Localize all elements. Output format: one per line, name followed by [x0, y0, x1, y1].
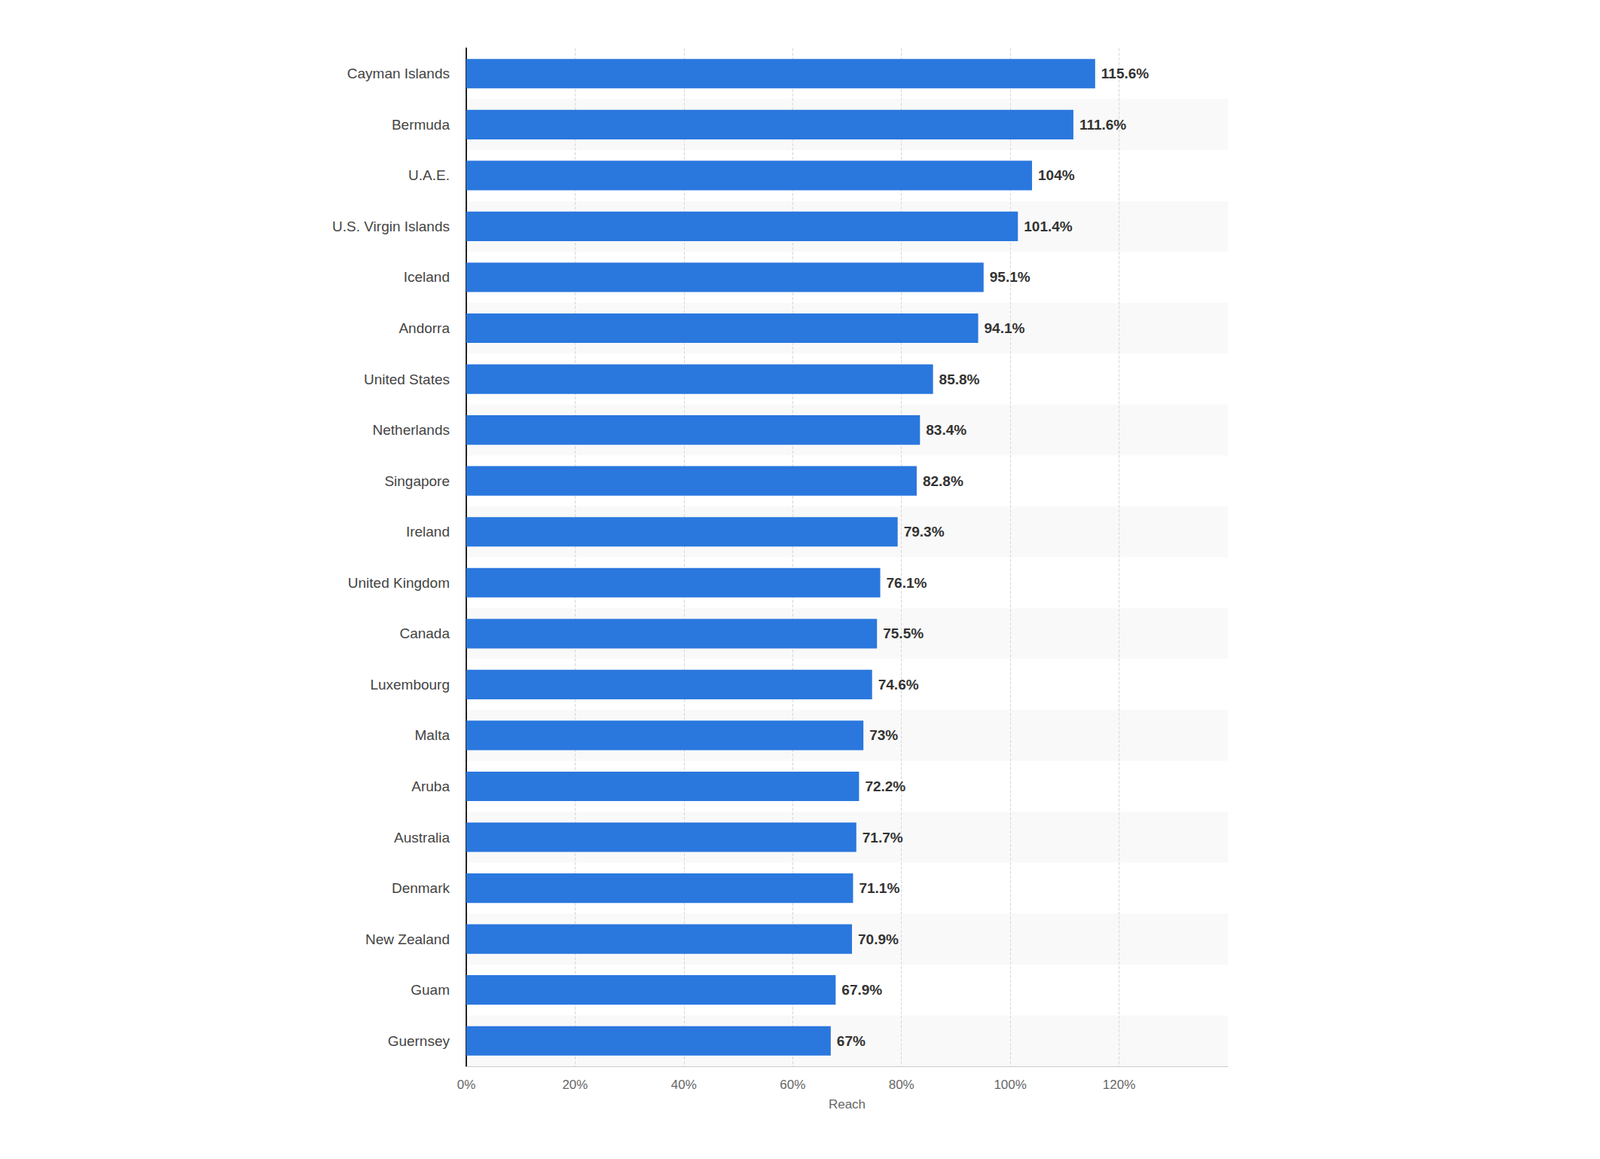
svg-text:95.1%: 95.1%	[989, 268, 1031, 285]
svg-text:100%: 100%	[993, 1077, 1026, 1092]
svg-text:67.9%: 67.9%	[841, 981, 883, 998]
svg-text:Ireland: Ireland	[406, 523, 450, 540]
svg-text:20%: 20%	[561, 1077, 588, 1092]
svg-text:71.7%: 71.7%	[862, 829, 904, 846]
svg-text:67%: 67%	[836, 1032, 866, 1049]
svg-text:72.2%: 72.2%	[864, 778, 906, 794]
svg-text:115.6%: 115.6%	[1101, 65, 1149, 82]
svg-text:New Zealand: New Zealand	[365, 931, 450, 947]
svg-text:120%: 120%	[1102, 1077, 1136, 1092]
svg-text:71.1%: 71.1%	[858, 879, 900, 896]
svg-text:111.6%: 111.6%	[1079, 116, 1127, 133]
svg-text:Denmark: Denmark	[391, 879, 451, 896]
svg-text:Iceland: Iceland	[403, 268, 450, 285]
svg-text:U.S. Virgin Islands: U.S. Virgin Islands	[332, 218, 450, 235]
svg-text:U.A.E.: U.A.E.	[408, 167, 450, 184]
svg-text:Aruba: Aruba	[411, 778, 450, 794]
svg-text:40%: 40%	[671, 1077, 697, 1092]
svg-text:Cayman Islands: Cayman Islands	[347, 65, 450, 82]
svg-text:Guernsey: Guernsey	[387, 1032, 451, 1049]
svg-text:Canada: Canada	[399, 625, 450, 642]
svg-text:83.4%: 83.4%	[925, 421, 967, 438]
svg-text:79.3%: 79.3%	[903, 523, 945, 540]
svg-text:60%: 60%	[779, 1077, 806, 1092]
svg-text:United States: United States	[363, 371, 450, 388]
svg-text:104%: 104%	[1038, 167, 1075, 184]
svg-text:Bermuda: Bermuda	[391, 116, 451, 133]
svg-text:Australia: Australia	[393, 829, 450, 846]
svg-text:82.8%: 82.8%	[922, 473, 964, 489]
svg-text:80%: 80%	[888, 1077, 915, 1092]
svg-text:75.5%: 75.5%	[882, 625, 924, 642]
svg-text:Reach: Reach	[828, 1096, 866, 1112]
svg-text:94.1%: 94.1%	[984, 320, 1026, 336]
svg-text:Malta: Malta	[415, 726, 451, 743]
svg-text:73%: 73%	[869, 726, 898, 743]
svg-text:0%: 0%	[457, 1077, 477, 1092]
svg-text:United Kingdom: United Kingdom	[348, 574, 450, 591]
svg-text:74.6%: 74.6%	[878, 676, 920, 693]
svg-text:Singapore: Singapore	[384, 473, 450, 489]
svg-text:101.4%: 101.4%	[1023, 218, 1073, 235]
svg-text:Luxembourg: Luxembourg	[369, 676, 450, 693]
svg-text:Netherlands: Netherlands	[372, 421, 450, 438]
svg-text:Guam: Guam	[410, 981, 450, 998]
svg-text:70.9%: 70.9%	[858, 931, 899, 947]
svg-text:85.8%: 85.8%	[939, 371, 981, 388]
svg-text:76.1%: 76.1%	[886, 574, 928, 591]
svg-text:Andorra: Andorra	[398, 320, 450, 336]
